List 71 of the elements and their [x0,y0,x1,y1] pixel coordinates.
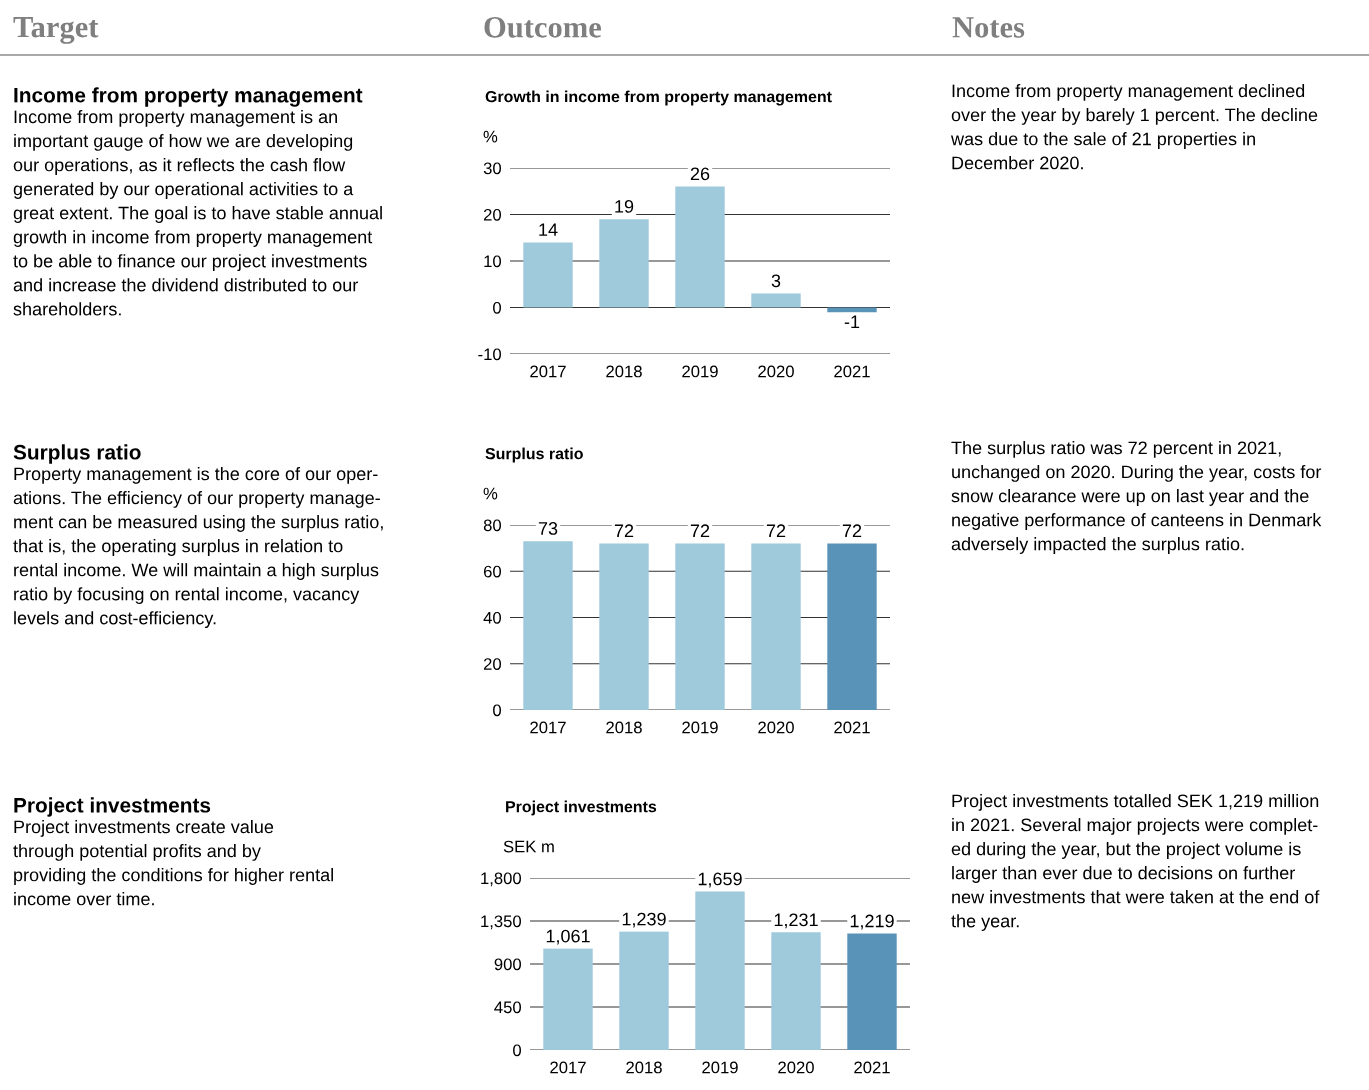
x-tick-label: 2019 [682,365,718,378]
x-tick-label: 2020 [758,365,794,378]
text: Surplus ratio [13,444,141,464]
data-label: 26 [690,167,710,181]
data-label: 1,231 [774,913,818,929]
y-tick-label: 20 [483,208,502,221]
y-tick-label: 10 [484,255,502,268]
y-tick-label: 0 [493,704,502,717]
data-label: 72 [690,524,710,537]
data-label: 19 [615,200,634,213]
y-tick-label: 0 [493,301,502,314]
data-label: 14 [539,223,558,236]
data-label: 3 [771,274,781,288]
text: Notes [952,17,1025,38]
text: Income from property management is an important gauge of how we are developing our operations, as it reflects the cash flow generated by our operational activities to a great extent. The goal is to have stable annual growth in income from property management to be able to finance our project investments and increase the dividend distributed to our shareholders. [13,110,382,316]
bar [771,932,821,1050]
x-tick-label: 2017 [530,721,566,734]
text: Income from property management [14,87,363,107]
y-axis-title: % [483,487,498,500]
y-tick-label: 900 [494,958,522,971]
y-tick-label: 450 [494,1001,522,1014]
bar [543,948,593,1050]
text: Income from property management declined over the year by barely 1 percent. The decline was due to the sale of 21 properties in December 2020. [950,84,1318,170]
x-tick-label: 2021 [854,1061,890,1074]
x-tick-label: 2020 [778,1061,814,1074]
bar [847,933,897,1050]
bar [695,891,745,1050]
data-label: 1,239 [622,912,666,928]
x-tick-label: 2018 [606,365,642,378]
data-label: 72 [842,524,862,537]
data-label: 1,659 [698,872,742,888]
y-tick-label: -10 [478,348,502,361]
bar [523,242,573,308]
y-tick-label: 0 [513,1044,522,1057]
y-tick-label: 80 [483,519,502,532]
data-label: 1,061 [546,929,590,945]
y-tick-label: 1,350 [481,915,522,930]
text: Outcome [484,17,601,38]
bar [599,219,649,308]
y-tick-label: 60 [483,565,502,578]
y-axis-title: SEK m [503,840,554,853]
chart-title: Project investments [506,800,657,816]
y-tick-label: 30 [483,162,502,175]
x-tick-label: 2019 [682,721,718,734]
chart-title: Surplus ratio [485,447,583,463]
bar [751,293,801,308]
x-tick-label: 2017 [530,365,566,378]
x-tick-label: 2020 [758,721,794,734]
text: Target [13,17,99,44]
x-tick-label: 2018 [606,721,642,734]
data-label: 72 [766,524,786,537]
y-axis-title: % [483,130,498,143]
text: Project investments [14,797,211,817]
data-label: -1 [844,315,860,329]
x-tick-label: 2018 [626,1061,662,1074]
data-label: 72 [614,524,634,537]
bar [675,186,725,308]
chart-title: Growth in income from property management [485,90,832,106]
text: Project investments create value through potential profits and by providing the conditions for higher rental income over time. [13,820,333,906]
y-tick-label: 1,800 [481,872,522,887]
y-tick-label: 20 [483,658,502,670]
data-label: 1,219 [850,914,894,930]
text: Property management is the core of our oper- ations. The efficiency of our property manage- ment can be measured using the surplus ratio, that is, the operating surplus in relation to rental income. We will maintain a high surplus ratio by focusing on rental income, vacancy levels and cost-efficiency. [13,467,383,628]
data-label: 73 [538,522,558,535]
x-tick-label: 2017 [550,1061,586,1074]
text: Project investments totalled SEK 1,219 million in 2021. Several major projects were complet- ed during the year, but the project volume is larger than ever due to decisions on further new investments that were taken at the end of the year. [951,794,1320,931]
text: The surplus ratio was 72 percent in 2021, unchanged on 2020. During the year, costs for snow clearance were up on last year and the negative performance of canteens in Denmark adversely impacted the surplus ratio. [951,441,1322,554]
x-tick-label: 2019 [702,1061,738,1074]
y-tick-label: 40 [483,611,502,624]
x-tick-label: 2021 [834,365,870,378]
x-tick-label: 2021 [834,721,870,734]
